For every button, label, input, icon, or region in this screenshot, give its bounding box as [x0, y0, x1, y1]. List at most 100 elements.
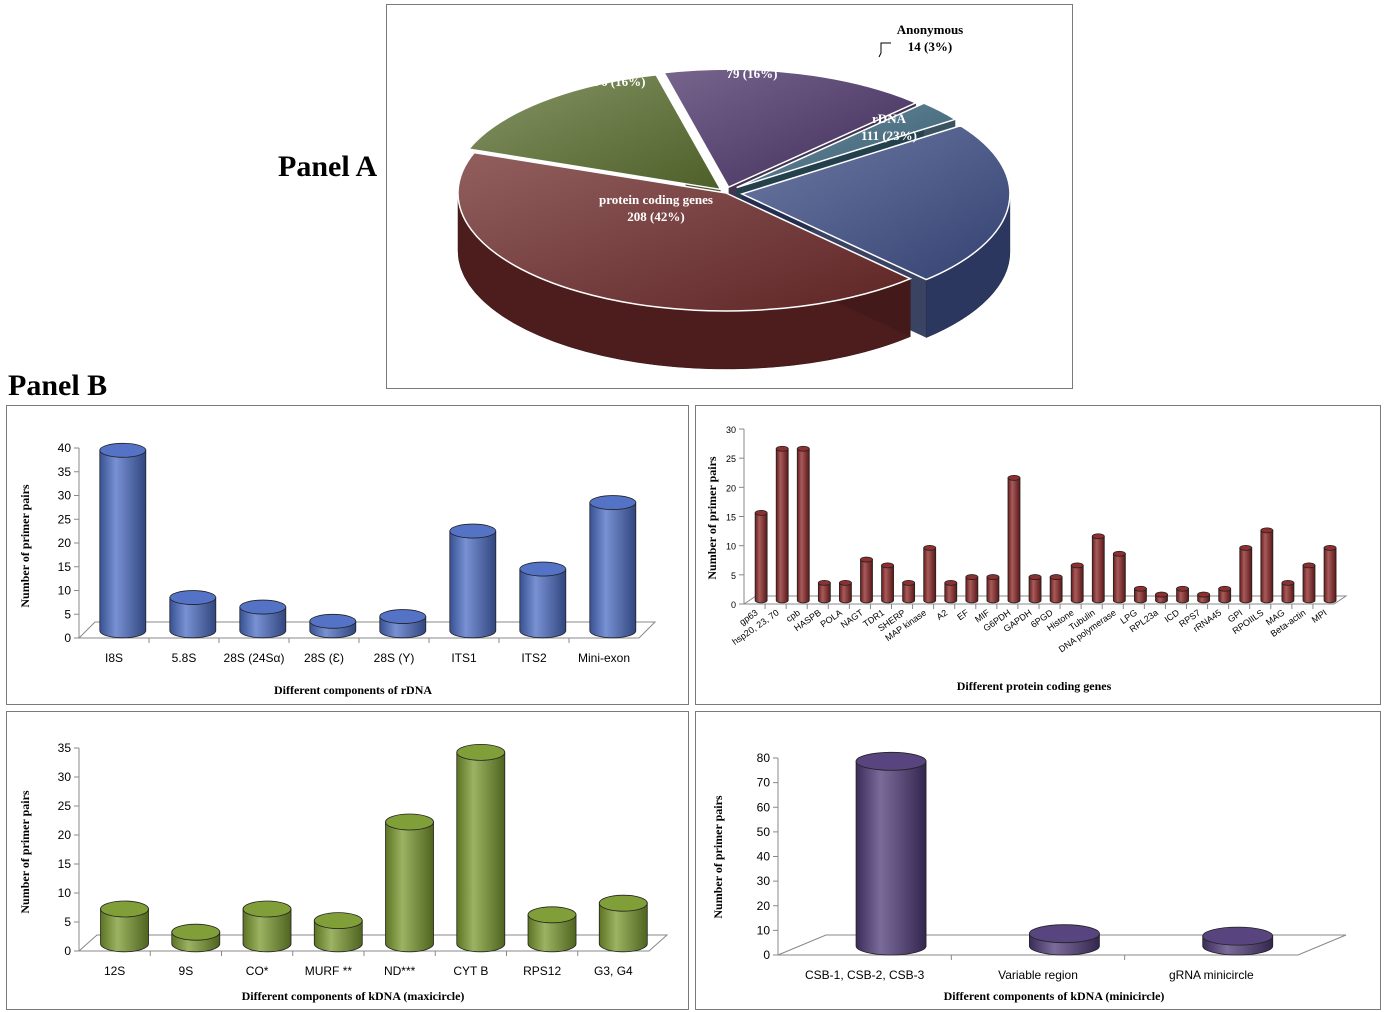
bar-pcg [1007, 477, 1021, 604]
pie-label-value: 79 (16%) [727, 66, 778, 81]
bar-cap-maxi [242, 900, 292, 918]
y-tick-label: 25 [726, 454, 736, 464]
bar-cap-pcg [839, 579, 852, 586]
maxicircle-chart-frame: 0 5 10 15 20 25 30 35 12S 9S CO* MURF ** ND*** CYT B R… [6, 711, 689, 1010]
bar-pcg [1302, 565, 1316, 604]
bar-cap-pcg [1176, 585, 1189, 592]
y-axis-title: Number of primer pairs [18, 484, 32, 608]
bar-pcg [944, 582, 958, 604]
bar-pcg [923, 547, 937, 604]
y-tick-label: 20 [726, 483, 736, 493]
y-tick-label: 35 [58, 465, 72, 479]
bar-cap-pcg [1239, 544, 1253, 551]
bar-cap-pcg [1007, 475, 1021, 481]
pie-chart-frame: rDNA 111 (23%) protein coding genes 208 (42… [386, 4, 1073, 389]
x-tick-label: A2 [935, 607, 950, 622]
bar-cap-pcg [944, 579, 958, 586]
bar-cap-pcg [1091, 533, 1105, 540]
y-tick-label: 5 [64, 607, 71, 621]
x-axis-title: Different components of kDNA (minicircle… [944, 989, 1165, 1003]
bar-cap-rdna [169, 590, 217, 605]
bar-maxi [242, 908, 292, 953]
bar-cap-maxi [456, 744, 506, 761]
y-tick-label: 0 [731, 600, 736, 610]
bar-cap-pcg [1302, 562, 1316, 569]
bar-cap-pcg [1112, 550, 1126, 557]
x-tick-label: MPI [1310, 607, 1329, 624]
bar-pcg [1028, 576, 1042, 604]
bar-cap-pcg [754, 510, 768, 516]
x-tick-label: MURF ** [305, 964, 353, 978]
y-tick-label: 25 [58, 799, 72, 813]
pie-label-name: rDNA [872, 111, 907, 126]
bar-cap-pcg [1155, 591, 1168, 598]
y-tick-label: 15 [58, 560, 72, 574]
bar-pcg [1091, 535, 1105, 604]
bar-maxi [100, 908, 149, 953]
y-tick-label: 30 [58, 489, 72, 503]
y-tick-label: 10 [726, 542, 736, 552]
bar-pcg [860, 559, 873, 604]
x-tick-label: CYT B [453, 964, 488, 978]
x-tick-label: gRNA minicircle [1169, 968, 1254, 982]
bar-pcg [775, 448, 789, 604]
bar-maxi [456, 752, 506, 953]
pie-label-value: 14 (3%) [908, 39, 952, 54]
x-tick-label: Variable region [998, 968, 1078, 982]
bar-cap-pcg [1218, 585, 1232, 592]
x-tick-label: 28S (24Sα) [224, 651, 285, 665]
y-tick-label: 20 [757, 899, 771, 913]
bar-cap-rdna [589, 495, 637, 510]
x-axis-title: Different protein coding genes [957, 679, 1112, 693]
panel-b-label: Panel B [8, 369, 108, 402]
bar-pcg [817, 582, 831, 604]
bar-mini [855, 760, 927, 956]
bar-cap-rdna [519, 561, 567, 577]
bar-pcg [1134, 588, 1147, 604]
x-tick-label: ND*** [384, 964, 416, 978]
bar-rdna [99, 449, 147, 639]
anonymous-leader-line [878, 42, 891, 58]
x-tick-label: G3, G4 [594, 964, 633, 978]
y-tick-label: 15 [58, 857, 72, 871]
bar-cap-maxi [385, 813, 434, 831]
pie-label-name: kDNA minicircle [705, 49, 799, 64]
bar-cap-maxi [527, 906, 577, 924]
pie-label-value: 208 (42%) [627, 209, 684, 224]
pie-chart: rDNA 111 (23%) protein coding genes 208 (42… [457, 22, 1011, 370]
bar-cap-rdna [309, 613, 357, 629]
bar-pcg [1323, 547, 1337, 604]
x-axis-title: Different components of kDNA (maxicircle… [242, 989, 465, 1003]
bar-cap-rdna [379, 609, 427, 624]
y-tick-label: 10 [58, 886, 72, 900]
bar-cap-pcg [1323, 544, 1337, 551]
bar-cap-pcg [986, 574, 1000, 580]
bar-cap-pcg [1028, 574, 1042, 580]
bar-pcg [1239, 547, 1253, 604]
bar-cap-mini [1202, 926, 1274, 946]
y-tick-label: 50 [757, 825, 771, 839]
bar-maxi [313, 920, 363, 953]
x-tick-label: NAGT [839, 607, 866, 630]
chart-floor [77, 621, 657, 639]
bar-cap-pcg [902, 579, 916, 586]
bar-cap-rdna [449, 523, 497, 539]
x-tick-label: 5.8S [172, 651, 197, 665]
y-tick-label: 0 [763, 948, 770, 962]
chart-floor [742, 595, 1348, 605]
x-tick-label: Mini-exon [578, 651, 630, 665]
bar-cap-rdna [99, 442, 147, 458]
minicircle-chart-frame: 0 10 20 30 40 50 60 70 80 CSB-1, CSB-2, CSB-3 Vari… [695, 711, 1381, 1010]
y-tick-label: 15 [726, 513, 736, 523]
y-tick-label: 60 [757, 800, 771, 814]
bar-cap-pcg [923, 544, 937, 551]
pie-slice-kdna-maxicircle [467, 74, 723, 191]
x-tick-label: CSB-1, CSB-2, CSB-3 [805, 968, 925, 982]
bar-pcg [986, 576, 1000, 604]
x-tick-label: ITS2 [521, 651, 547, 665]
bar-maxi [598, 902, 648, 953]
x-tick-label: POLA [819, 607, 844, 629]
y-tick-label: 30 [726, 425, 736, 435]
pie-label-value: 111 (23%) [861, 128, 917, 143]
